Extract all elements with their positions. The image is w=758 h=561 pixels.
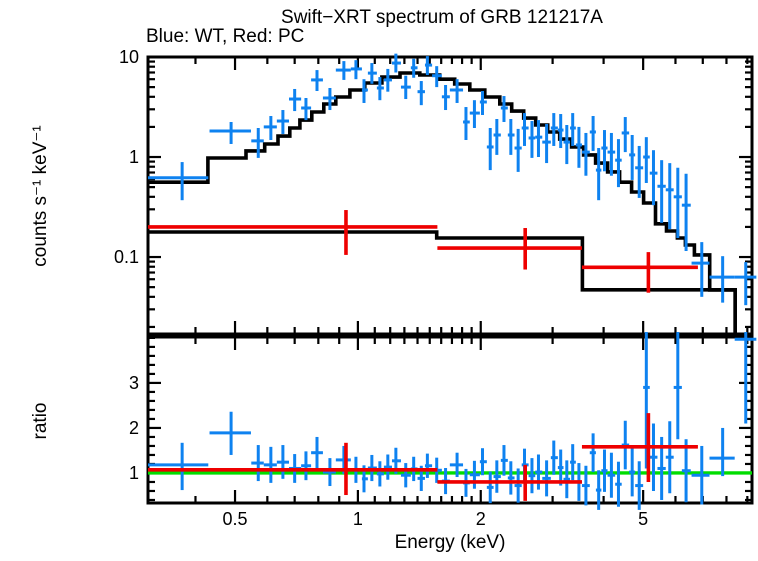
panel-spectrum: 10 1 0.1 xyxy=(114,47,757,336)
pc-model xyxy=(148,230,737,334)
legend-subtitle: Blue: WT, Red: PC xyxy=(146,26,304,47)
spectrum-y-tick-label: 10 xyxy=(119,47,139,67)
wt-data xyxy=(148,53,757,306)
x-axis-label: Energy (keV) xyxy=(395,532,506,553)
x-tick-label: 5 xyxy=(638,509,648,529)
ratio-y-tick-label: 3 xyxy=(129,373,139,393)
y-axis-label-ratio: ratio xyxy=(30,403,51,440)
wt-model xyxy=(148,71,737,334)
ratio-data-layer xyxy=(148,332,757,510)
x-tick-label: 0.5 xyxy=(223,509,248,529)
plot-area: 10 1 0.1 1 2 3 0.5 1 2 5 xyxy=(114,47,757,529)
pc-ratio xyxy=(148,413,698,501)
pc-data xyxy=(148,210,698,293)
y-axis-label-counts: counts s⁻¹ keV⁻¹ xyxy=(30,125,51,267)
ratio-y-tick-label: 1 xyxy=(129,463,139,483)
x-tick-labels: 0.5 1 2 5 xyxy=(223,509,649,529)
ratio-axis-ticks xyxy=(148,336,752,503)
spectrum-y-tick-label: 1 xyxy=(129,147,139,167)
spectrum-y-tick-label: 0.1 xyxy=(114,247,139,267)
spectrum-axis-ticks xyxy=(148,55,752,334)
ratio-y-tick-label: 2 xyxy=(129,418,139,438)
spectrum-data-layer xyxy=(148,53,757,334)
spectrum-frame xyxy=(146,55,754,336)
panel-ratio: 1 2 3 xyxy=(129,332,757,510)
x-tick-label: 1 xyxy=(353,509,363,529)
page-title: Swift−XRT spectrum of GRB 121217A xyxy=(281,7,603,28)
x-tick-label: 2 xyxy=(476,509,486,529)
